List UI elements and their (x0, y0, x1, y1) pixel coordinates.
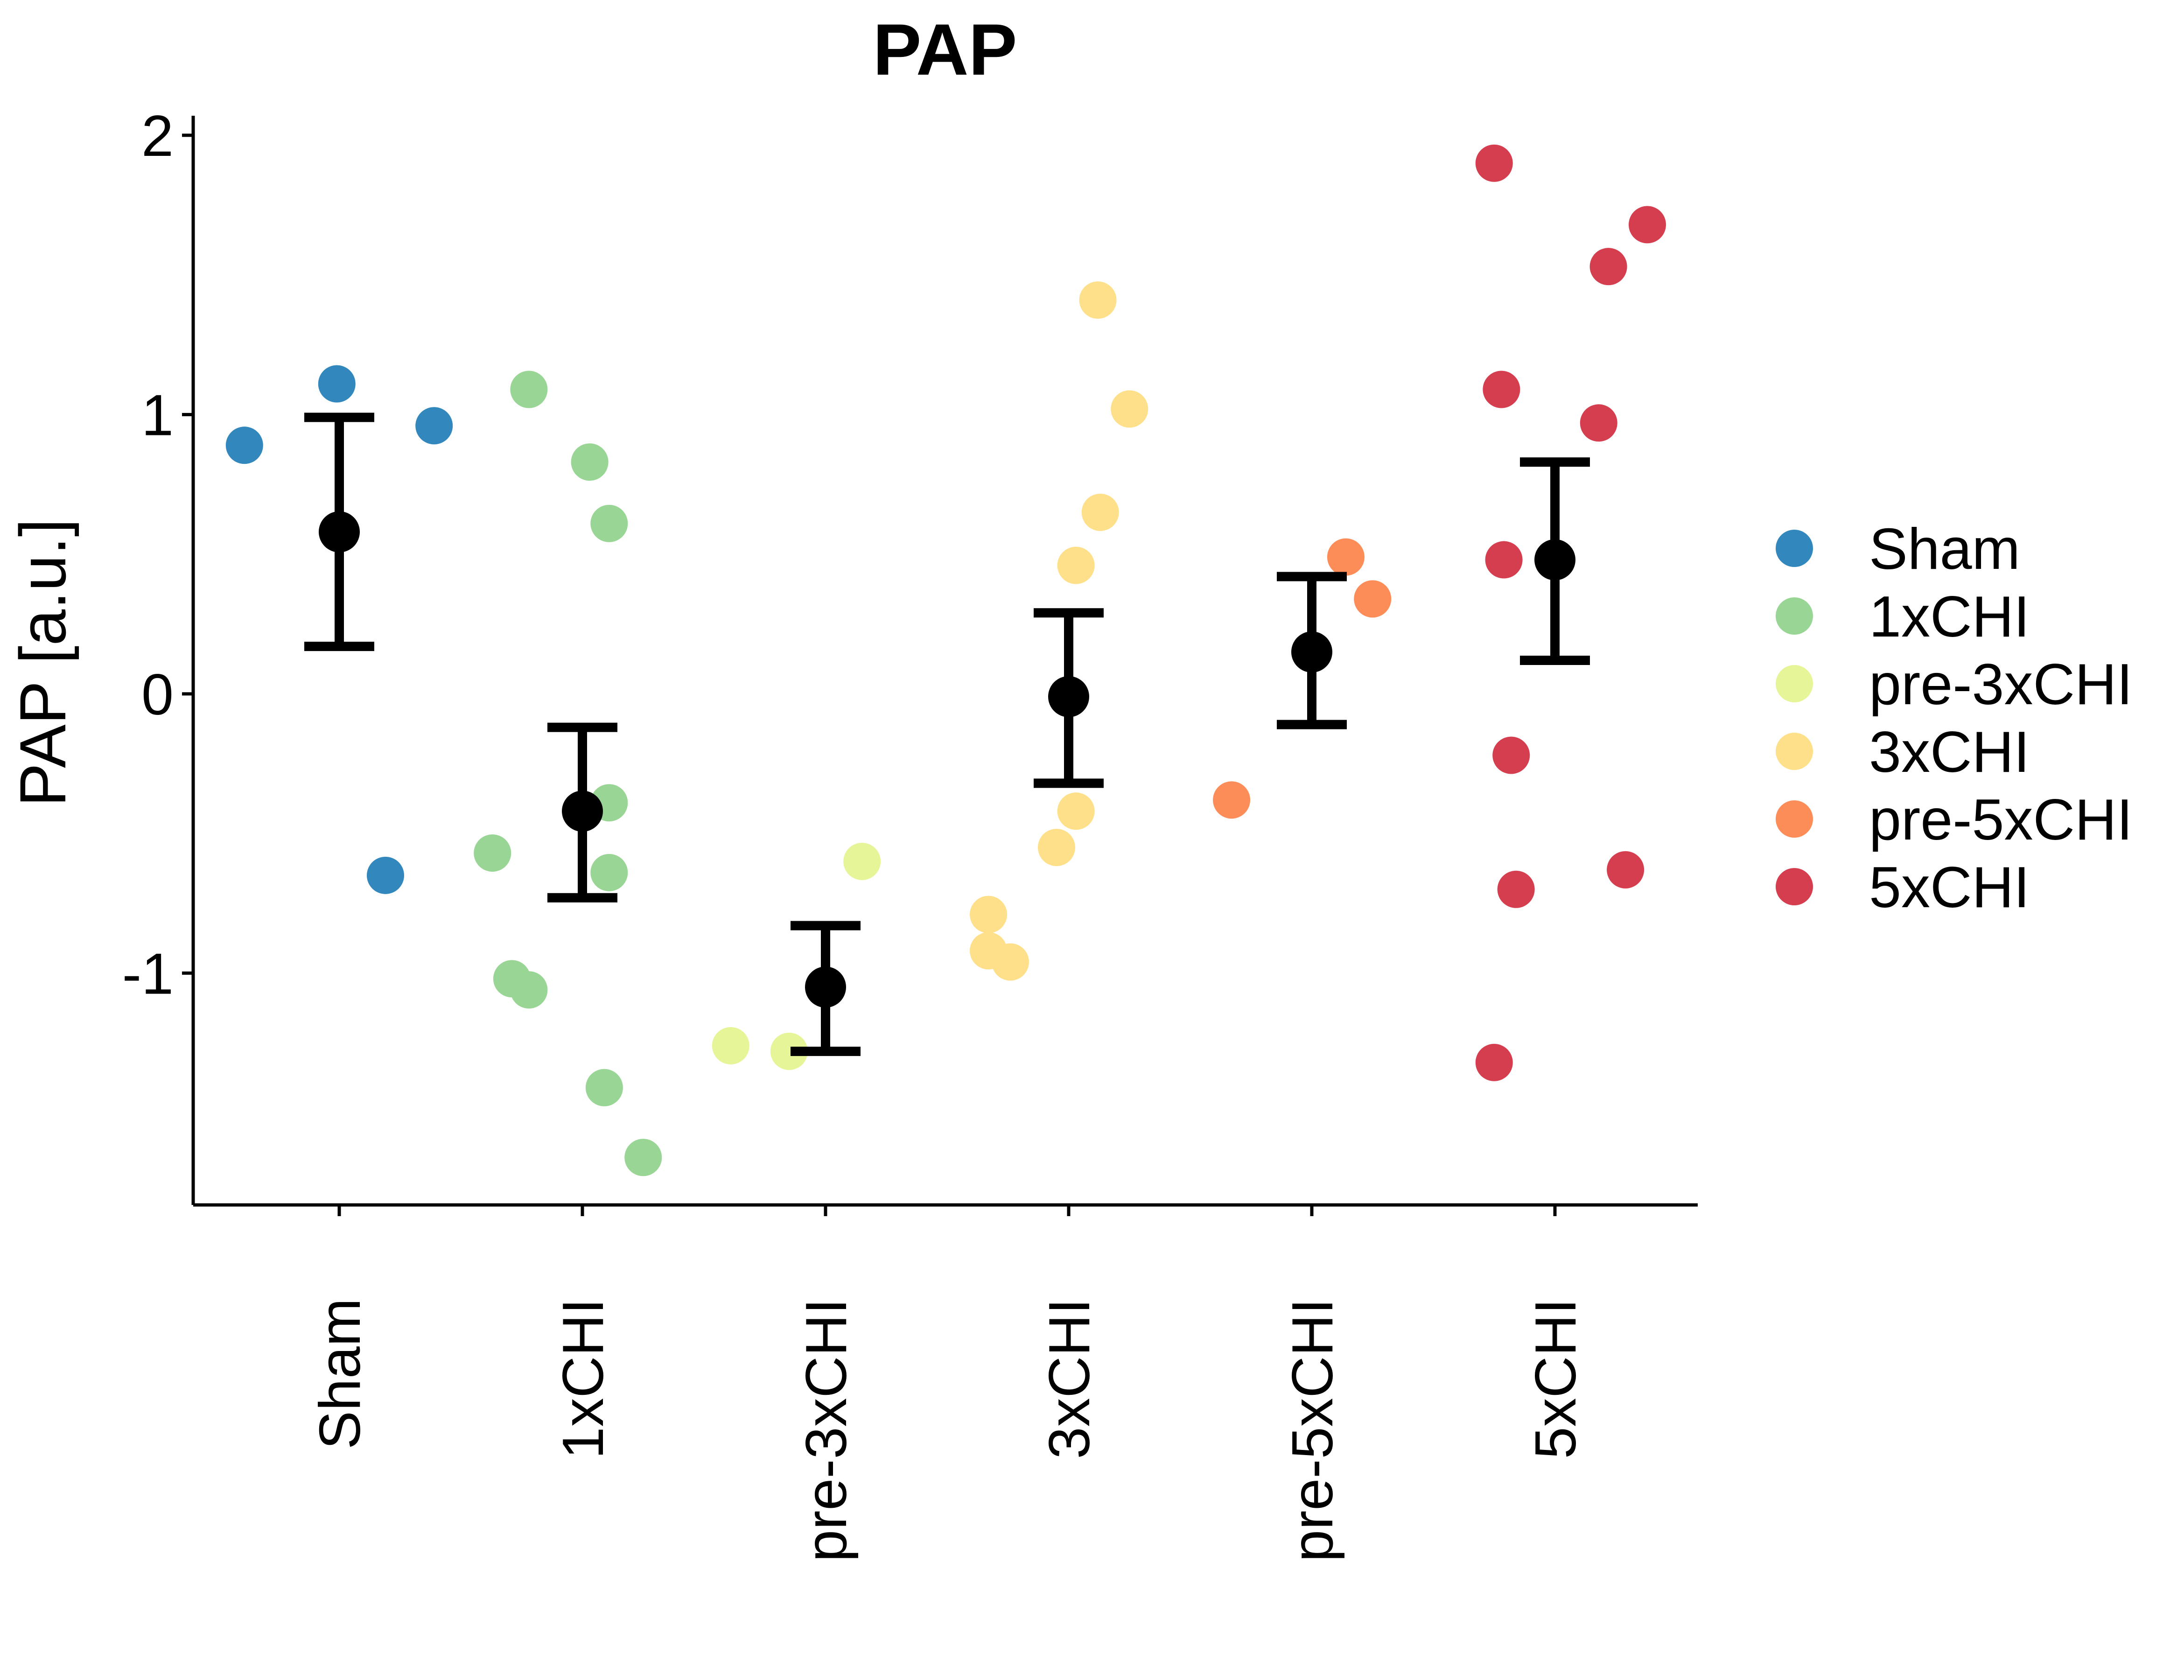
legend-swatch (1776, 733, 1813, 770)
data-point (991, 943, 1029, 981)
legend-swatch (1776, 597, 1813, 635)
y-axis-title: PAP [a.u.] (6, 518, 79, 806)
data-point (318, 365, 356, 403)
legend-swatch (1776, 665, 1813, 702)
data-point (770, 1032, 808, 1070)
mean-point (1534, 539, 1575, 581)
mean-point (1048, 676, 1089, 717)
y-tick-label: 0 (141, 663, 174, 727)
data-point (1497, 870, 1535, 908)
x-tick-label: pre-3xCHI (794, 1298, 859, 1562)
data-point (712, 1027, 749, 1064)
data-point (1492, 736, 1530, 774)
data-point (1475, 144, 1513, 182)
mean-error-bars (304, 413, 1590, 1056)
data-point (970, 896, 1008, 933)
data-point (225, 427, 263, 464)
data-point (843, 842, 881, 880)
data-point (366, 856, 404, 894)
mean-point (562, 791, 603, 832)
mean-point (319, 511, 360, 553)
data-point (1327, 538, 1365, 576)
data-point (1475, 1043, 1513, 1081)
legend-label: pre-3xCHI (1869, 652, 2133, 717)
legend-label: 3xCHI (1869, 720, 2030, 784)
data-point (590, 504, 628, 542)
mean-point (1291, 631, 1332, 673)
x-tick-label: 3xCHI (1037, 1298, 1102, 1459)
x-tick-label: pre-5xCHI (1281, 1298, 1345, 1562)
data-point (1213, 781, 1251, 819)
legend-label: pre-5xCHI (1869, 788, 2133, 852)
y-tick-label: 1 (141, 383, 174, 448)
data-point (1628, 206, 1666, 244)
data-point (1607, 851, 1645, 889)
data-point (1589, 248, 1627, 286)
data-point (571, 443, 609, 481)
legend-swatch (1776, 530, 1813, 567)
x-tick-label: 5xCHI (1524, 1298, 1588, 1459)
data-point (1485, 541, 1523, 579)
data-point (590, 854, 628, 891)
data-point (510, 371, 548, 408)
data-point (1081, 493, 1119, 531)
x-ticks: Sham 1xCHI pre-3xCHI 3xCHI pre-5xCHI 5xCHI (308, 1205, 1588, 1562)
x-tick-label: Sham (308, 1298, 372, 1449)
y-ticks: -1 0 1 2 (122, 104, 193, 1006)
mean-point (805, 966, 846, 1008)
data-point (1037, 828, 1075, 866)
data-point (1111, 390, 1148, 428)
x-tick-label: 1xCHI (551, 1298, 616, 1459)
legend-label: 1xCHI (1869, 585, 2030, 649)
y-tick-label: 2 (141, 104, 174, 168)
data-point (415, 407, 453, 445)
data-point (474, 834, 511, 872)
data-point (1057, 792, 1095, 830)
data-point (624, 1139, 662, 1176)
data-point (1057, 546, 1095, 584)
legend-swatch (1776, 868, 1813, 905)
y-tick-label: -1 (122, 942, 174, 1006)
data-point (1580, 404, 1617, 442)
data-point (1354, 580, 1392, 618)
data-point (1079, 281, 1117, 319)
data-point (1483, 371, 1520, 408)
legend-label: Sham (1869, 517, 2020, 581)
legend-swatch (1776, 800, 1813, 838)
data-point (585, 1069, 623, 1106)
legend-label: 5xCHI (1869, 855, 2030, 920)
chart-title: PAP (873, 9, 1017, 91)
data-point (510, 971, 548, 1009)
data-points (225, 144, 1666, 1176)
